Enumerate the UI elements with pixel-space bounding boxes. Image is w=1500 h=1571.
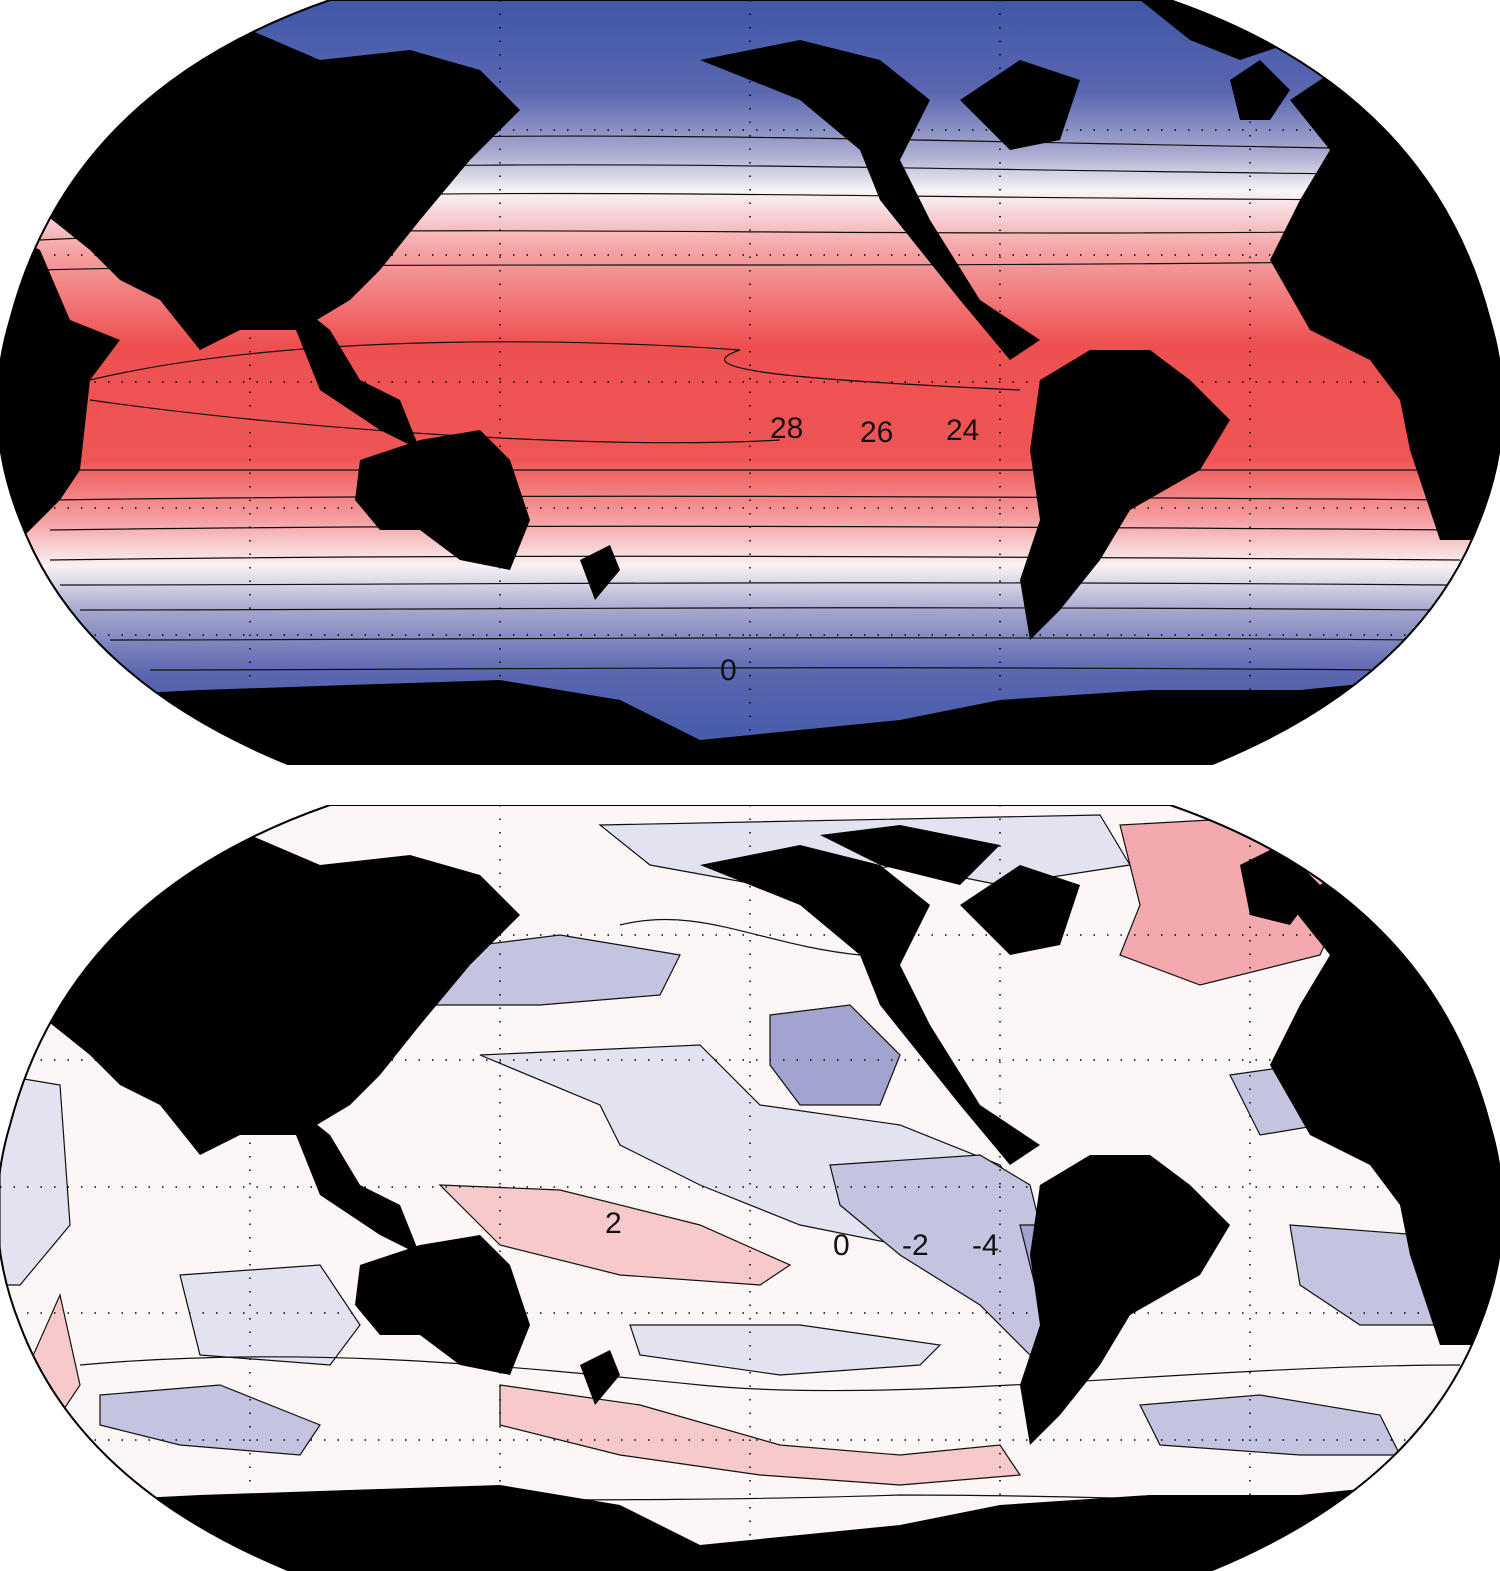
top-map-svg: 28 26 24 0 (0, 0, 1500, 765)
bottom-map-svg: 2 0 -2 -4 (0, 805, 1500, 1571)
land-masses (0, 0, 1500, 765)
contour-label-26: 26 (860, 416, 893, 449)
contour-label-0: 0 (720, 654, 737, 687)
map-border (0, 0, 1500, 765)
bottom-map-panel: 2 0 -2 -4 (0, 805, 1500, 1571)
contour-label-24: 24 (946, 414, 979, 447)
contour-label-neg2: -2 (902, 1229, 929, 1262)
contour-label-28: 28 (770, 412, 803, 445)
contour-label-0: 0 (833, 1229, 850, 1262)
map-border (0, 805, 1500, 1571)
top-map-panel: 28 26 24 0 (0, 0, 1500, 765)
contour-label-2: 2 (605, 1207, 622, 1240)
contour-label-neg4: -4 (972, 1229, 999, 1262)
